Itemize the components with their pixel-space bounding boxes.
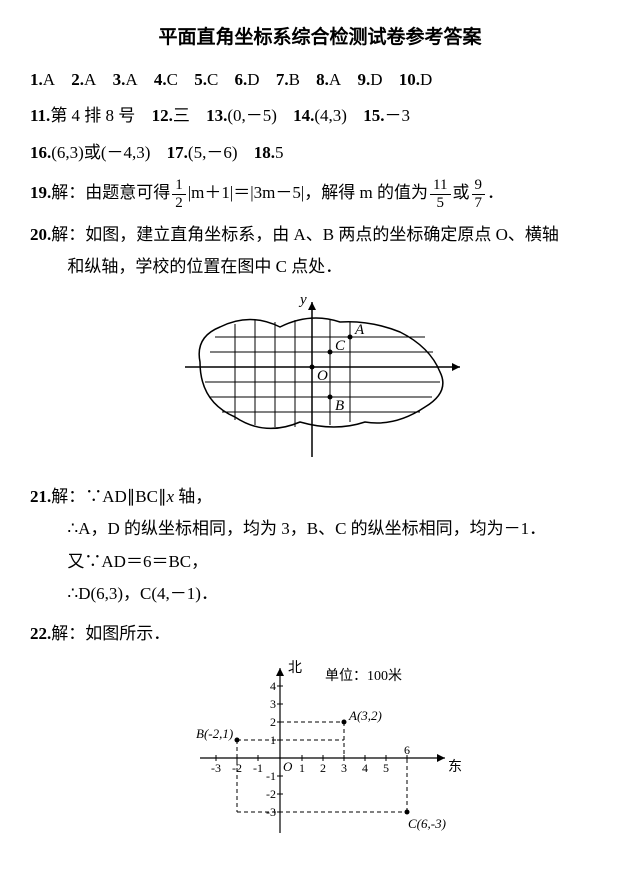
ans-8: A <box>329 70 341 89</box>
ans-12: 三 <box>173 106 190 125</box>
svg-text:1: 1 <box>299 761 305 775</box>
C-label: C <box>335 338 346 354</box>
ans-1: A <box>43 70 55 89</box>
ans-18: 5 <box>275 143 284 162</box>
q20-figure: y O A C B <box>30 292 610 473</box>
ans-6: D <box>247 70 259 89</box>
svg-text:4: 4 <box>362 761 368 775</box>
fill-answers-row3: 16.(6,3)或(－4,3) 17.(5,－6) 18.5 <box>30 137 610 169</box>
east-label: 东 <box>448 759 462 775</box>
q21-l2: ∴A，D 的纵坐标相同，均为 3，B、C 的纵坐标相同，均为－1． <box>30 519 546 538</box>
problem-22: 22.解：如图所示． -3-2-1 123 45 6 1234 -1-2-3 北… <box>30 618 610 850</box>
ans-5: C <box>207 70 218 89</box>
ans-17: (5,－6) <box>188 143 238 162</box>
svg-text:-1: -1 <box>253 761 263 775</box>
q20-l1: 解：如图，建立直角坐标系，由 A、B 两点的坐标确定原点 O、横轴 <box>51 225 559 244</box>
q19-label: 19. <box>30 183 51 202</box>
q21-l1b: 轴， <box>174 487 212 506</box>
page-title: 平面直角坐标系综合检测试卷参考答案 <box>30 20 610 56</box>
q21-l3: 又∵AD＝6＝BC， <box>30 552 208 571</box>
unit-label: 单位：100米 <box>325 668 402 684</box>
A-label: A <box>354 322 365 338</box>
q21-label: 21. <box>30 487 51 506</box>
svg-text:-3: -3 <box>211 761 221 775</box>
svg-text:6: 6 <box>404 743 410 757</box>
svg-text:-1: -1 <box>266 769 276 783</box>
q22-figure: -3-2-1 123 45 6 1234 -1-2-3 北 东 单位：100米 … <box>30 658 610 849</box>
ans-16: (6,3)或(－4,3) <box>51 143 150 162</box>
B-label: B <box>335 398 344 414</box>
ans-4: C <box>167 70 178 89</box>
q19-or: 或 <box>453 183 470 202</box>
B-22: B(-2,1) <box>196 726 233 741</box>
ans-2: A <box>84 70 96 89</box>
svg-text:2: 2 <box>270 715 276 729</box>
q22-l1: 解：如图所示． <box>51 624 170 643</box>
svg-text:5: 5 <box>383 761 389 775</box>
ans-7: B <box>289 70 300 89</box>
svg-text:2: 2 <box>320 761 326 775</box>
q20-l2: 和纵轴，学校的位置在图中 C 点处． <box>30 257 342 276</box>
q21-l4: ∴D(6,3)，C(4,－1)． <box>30 584 218 603</box>
svg-text:3: 3 <box>270 697 276 711</box>
q21-x: x <box>166 487 174 506</box>
q19-mid: |m＋1|＝|3m－5|，解得 m 的值为 <box>188 183 428 202</box>
ans-14: (4,3) <box>314 106 347 125</box>
q21-l1a: 解：∵AD∥BC∥ <box>51 487 166 506</box>
ans-13: (0,－5) <box>227 106 277 125</box>
north-label: 北 <box>288 660 302 676</box>
frac-half: 12 <box>172 177 186 211</box>
problem-20: 20.解：如图，建立直角坐标系，由 A、B 两点的坐标确定原点 O、横轴 和纵轴… <box>30 219 610 473</box>
frac-9-7: 97 <box>472 177 486 211</box>
svg-text:4: 4 <box>270 679 276 693</box>
mc-answers-row1: 1.A 2.A 3.A 4.C 5.C 6.D 7.B 8.A 9.D 10.D <box>30 64 610 96</box>
ans-15: －3 <box>384 106 410 125</box>
q19-tail: ． <box>487 183 504 202</box>
q22-label: 22. <box>30 624 51 643</box>
q20-label: 20. <box>30 225 51 244</box>
svg-text:3: 3 <box>341 761 347 775</box>
q19-head: 解：由题意可得 <box>51 183 170 202</box>
fill-answers-row2: 11.第 4 排 8 号 12.三 13.(0,－5) 14.(4,3) 15.… <box>30 100 610 132</box>
problem-21: 21.解：∵AD∥BC∥x 轴， ∴A，D 的纵坐标相同，均为 3，B、C 的纵… <box>30 481 610 610</box>
ans-9: D <box>370 70 382 89</box>
ans-3: A <box>125 70 137 89</box>
ans-10: D <box>420 70 432 89</box>
O-22: O <box>283 759 293 774</box>
problem-19: 19.解：由题意可得12|m＋1|＝|3m－5|，解得 m 的值为115或97． <box>30 177 610 211</box>
O-label: O <box>317 368 328 384</box>
frac-11-5: 115 <box>430 177 450 211</box>
A-22: A(3,2) <box>348 708 382 723</box>
svg-text:-2: -2 <box>266 787 276 801</box>
ans-11: 第 4 排 8 号 <box>50 106 135 125</box>
C-22: C(6,-3) <box>408 816 446 831</box>
y-label: y <box>298 292 307 308</box>
